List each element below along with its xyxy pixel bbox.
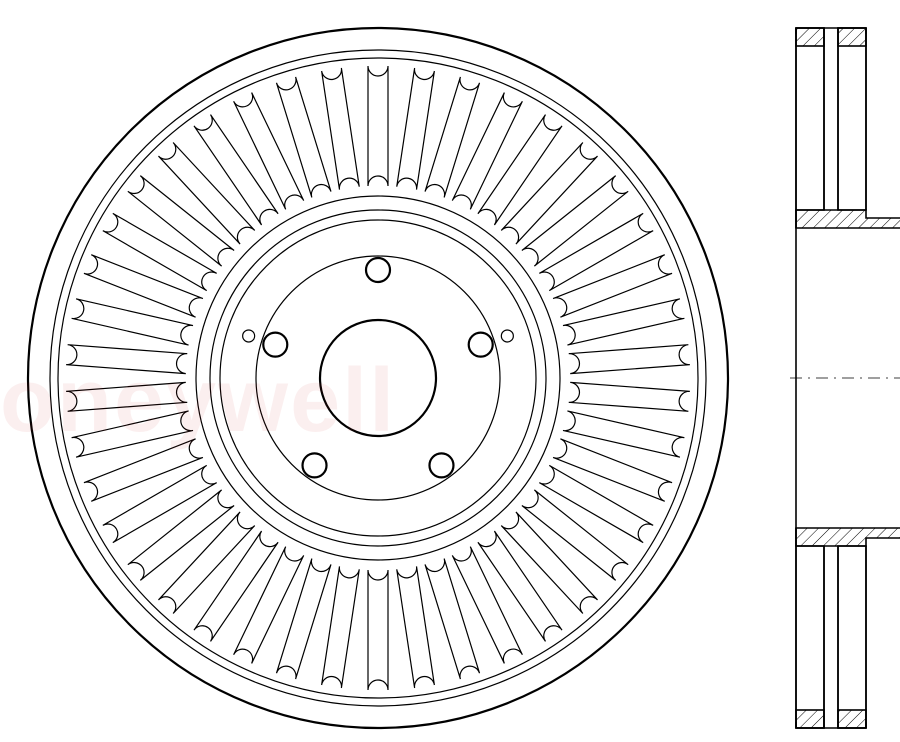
brake-disc-side-view <box>790 28 900 728</box>
engineering-drawing <box>0 0 900 742</box>
brake-disc-front-view <box>28 28 728 728</box>
